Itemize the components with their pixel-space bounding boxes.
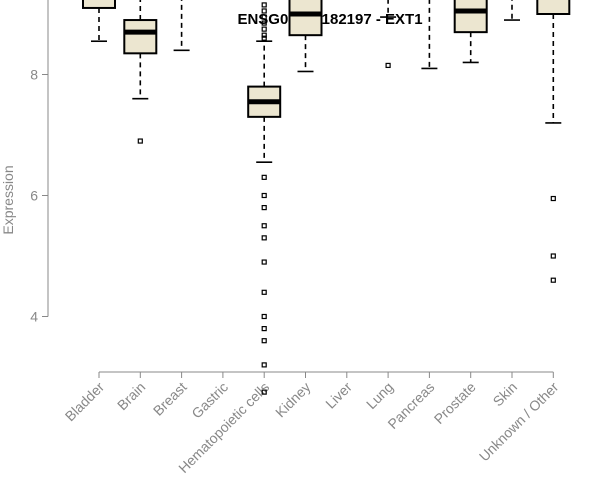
box-group	[380, 0, 397, 69]
x-tick-label: Brain	[114, 379, 148, 413]
outlier-point	[261, 338, 267, 344]
x-tick-label: Kidney	[272, 379, 314, 421]
box-group	[123, 0, 158, 144]
box-group	[247, 2, 282, 395]
outlier-point	[261, 205, 267, 211]
box	[123, 19, 158, 55]
box-group	[536, 0, 571, 283]
outlier-point	[261, 8, 267, 14]
x-tick-label: Bladder	[62, 379, 108, 425]
outlier-point	[261, 20, 267, 26]
box-group	[421, 0, 438, 70]
y-tick-label: 4	[30, 309, 38, 325]
outlier-point	[261, 14, 267, 20]
box-group	[504, 0, 520, 21]
outlier-point	[261, 192, 267, 199]
outlier-point	[261, 35, 267, 41]
box-group	[82, 0, 116, 43]
outlier-point	[261, 26, 267, 32]
box-series	[82, 0, 571, 395]
outlier-point	[261, 389, 267, 395]
outlier-point	[261, 289, 267, 295]
outlier-point	[261, 313, 267, 320]
box-group	[173, 0, 190, 52]
outlier-point	[550, 195, 556, 202]
x-tick-label: Skin	[490, 379, 521, 410]
outlier-point	[385, 62, 391, 69]
x-tick-label: Breast	[150, 379, 190, 419]
y-axis-label: Expression	[0, 165, 16, 234]
x-tick-label: Lung	[363, 379, 396, 412]
chart-title: ENSG00000182197 - EXT1	[237, 11, 422, 28]
box	[453, 0, 488, 34]
box-group	[288, 0, 323, 73]
y-tick-label: 8	[30, 67, 38, 83]
outlier-point	[261, 326, 267, 332]
outlier-point	[137, 138, 143, 144]
outlier-point	[550, 253, 556, 259]
box	[536, 0, 571, 15]
box-group	[453, 0, 488, 64]
axes: 4681012BladderBrainBreastGastricHematopo…	[30, 0, 562, 476]
outlier-point	[261, 223, 267, 229]
outlier-point	[261, 235, 267, 241]
box	[82, 0, 116, 9]
y-tick-label: 6	[30, 188, 38, 204]
outlier-point	[261, 362, 267, 368]
x-tick-label: Liver	[322, 379, 355, 412]
box	[288, 0, 323, 37]
x-tick-label: Prostate	[431, 379, 479, 427]
outlier-point	[261, 174, 267, 180]
outlier-point	[261, 32, 267, 38]
outlier-point	[261, 259, 267, 265]
outlier-point	[261, 2, 267, 8]
outlier-point	[550, 277, 556, 283]
